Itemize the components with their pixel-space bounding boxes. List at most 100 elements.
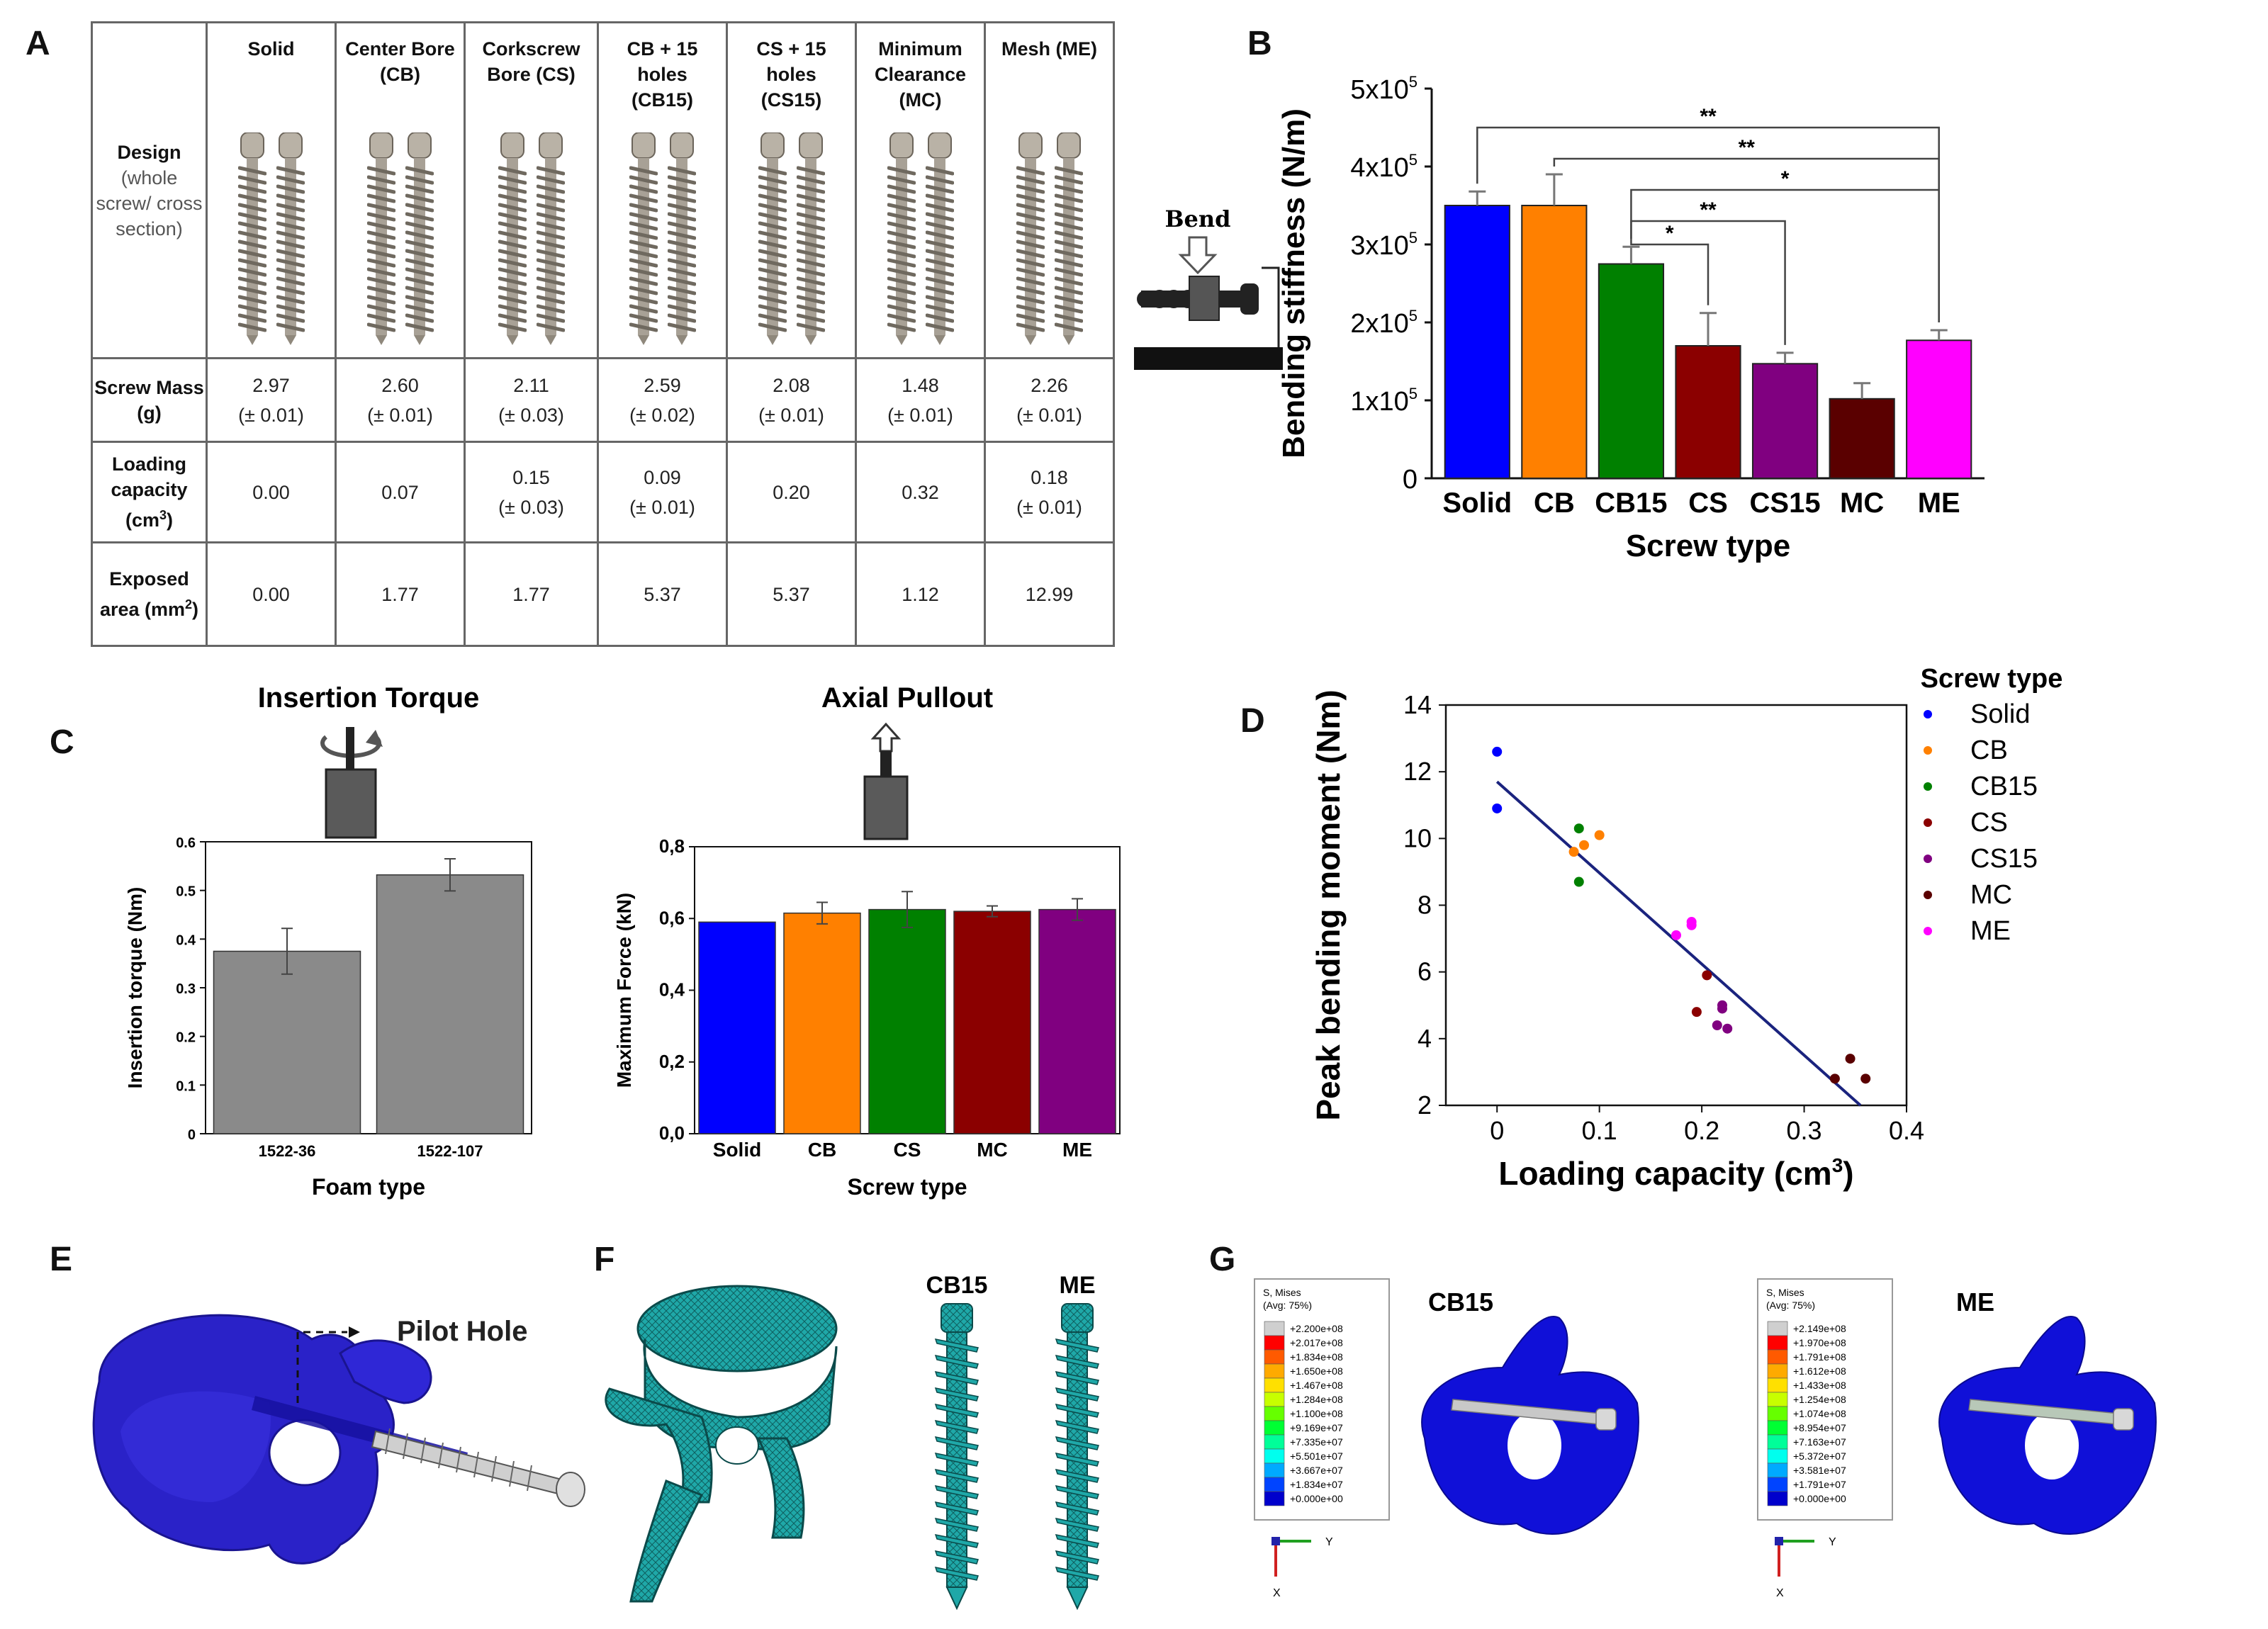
bar [376,874,524,1134]
screw-thread [887,304,916,314]
cross-section-screw-image [1054,133,1083,345]
legend-subtitle: (Avg: 75%) [1263,1300,1312,1311]
significance-label: * [1781,167,1790,191]
legend-value: +1.834e+08 [1290,1351,1343,1363]
screw-tip [895,335,907,345]
screw-thread [796,295,825,305]
screw-thread [667,221,696,231]
legend-color-swatch [1264,1491,1285,1506]
col-header-cell: CB + 15 holes (CB15) [597,21,728,359]
x-tick-label: CS [894,1139,921,1161]
screw-thread [629,249,658,259]
screw-thread [276,322,305,332]
screw-thread [366,166,395,176]
screw-thread [237,322,266,332]
screw-thread [796,175,825,185]
screw-head [407,133,432,159]
screw-thread [536,175,565,185]
legend-marker [1924,927,1932,935]
screw-thread [887,286,916,295]
screw-thread [758,203,787,213]
screw-thread [498,203,527,213]
data-point [1579,840,1589,850]
cell-value: 2.60 [381,374,419,396]
screw-thread [629,239,658,249]
screw-tip [284,335,296,345]
screw-head [278,133,303,159]
legend-subtitle: (Avg: 75%) [1766,1300,1815,1311]
y-tick-exponent: 5 [1409,385,1418,402]
row-label-cell: Exposed area (mm2) [91,541,208,647]
cell-error: (± 0.03) [498,496,564,518]
mesh-screw-tip [1066,1586,1089,1611]
data-point [1829,1073,1840,1084]
screw-thread [536,249,565,259]
screw-label-me: ME [1060,1272,1096,1299]
table-cell: 2.11 (± 0.03) [464,357,599,443]
y-tick-label: 0,6 [659,907,685,928]
meshed-screws [934,1303,1099,1611]
legend-value: +2.017e+08 [1290,1337,1343,1348]
bend-base [1134,347,1283,370]
mesh-screw-thread [1055,1469,1099,1483]
legend-marker [1924,746,1932,755]
screw-thread [1054,175,1083,185]
screw-thread [1054,184,1083,194]
table-cell: 0.20 [726,441,857,543]
screw-thread [925,203,954,213]
mesh-screw-tip [945,1586,968,1611]
mises-legend-me: S, Mises (Avg: 75%) +2.149e+08 +1.970e+08 +1… [1757,1278,1893,1521]
screw-head [798,133,823,159]
mesh-screw-thread [1055,1404,1099,1418]
table-cell: 0.15 (± 0.03) [464,441,599,543]
screw-thread [1016,230,1045,240]
screw-thread [536,212,565,222]
screw-thread [667,286,696,295]
cell-error: (± 0.01) [1016,496,1082,518]
legend-color-swatch [1767,1420,1788,1436]
screw-label-cb15: CB15 [926,1272,988,1299]
screw-thread [925,304,954,314]
y-tick-label: 0,8 [659,835,685,857]
panel-g-figure: S, Mises (Avg: 75%) +2.200e+08 +2.017e+08 +1… [1254,1278,2157,1599]
screw-head [369,133,393,159]
y-tick-label: 2 [1418,1090,1432,1120]
screw-thread [925,221,954,231]
screw-tip [1062,335,1074,345]
screw-thread [667,230,696,240]
screw-tip [246,335,258,345]
table-row-loading: Loading capacity (cm3) 0.00 0.07 0.15 (± … [91,441,1115,543]
peak-bending-moment-scatter: 2 4 6 8 10 12 14 0 0.1 0.2 0.3 0.4 Loading capacity … [1310,666,2062,1192]
screw-thread [629,175,658,185]
screw-head [669,133,694,159]
screw-thread [405,166,434,176]
legend-value: +1.284e+08 [1290,1394,1343,1405]
screw-thread [796,304,825,314]
row-label: Exposed area (mm [99,568,189,620]
insertion-torque-icon [320,727,383,839]
col-header-cell: CS + 15 holes (CS15) [726,21,857,359]
y-tick-label: 4x105 [1350,151,1418,183]
bar [1751,363,1819,479]
legend-label: MC [1970,880,2012,910]
screw-thread [796,249,825,259]
bar [953,911,1031,1134]
vertebra-process [339,1339,432,1404]
table-cell: 1.77 [464,541,599,647]
y-tick-label: 4 [1418,1024,1432,1053]
screw-thread [237,184,266,194]
mesh-screw-thread [934,1436,979,1450]
row-label: Loading capacity (cm [111,453,188,531]
legend-value: +1.791e+08 [1793,1351,1846,1363]
screw-thread [498,249,527,259]
y-axis-label: Insertion torque (Nm) [124,887,146,1089]
screw-thread [887,313,916,323]
screw-head [760,133,785,159]
screw-thread [758,166,787,176]
table-cell: 2.60 (± 0.01) [335,357,466,443]
screw-thread [536,203,565,213]
x-tick-label: 0.4 [1889,1116,1924,1145]
mesh-vertebral-body [636,1285,838,1372]
pullout-shaft [880,751,892,777]
screw-thread [629,212,658,222]
